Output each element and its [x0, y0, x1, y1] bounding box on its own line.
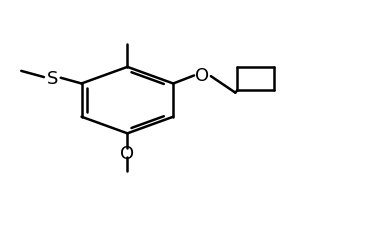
Text: O: O: [195, 67, 209, 85]
Text: S: S: [47, 70, 58, 87]
Text: O: O: [120, 144, 134, 162]
